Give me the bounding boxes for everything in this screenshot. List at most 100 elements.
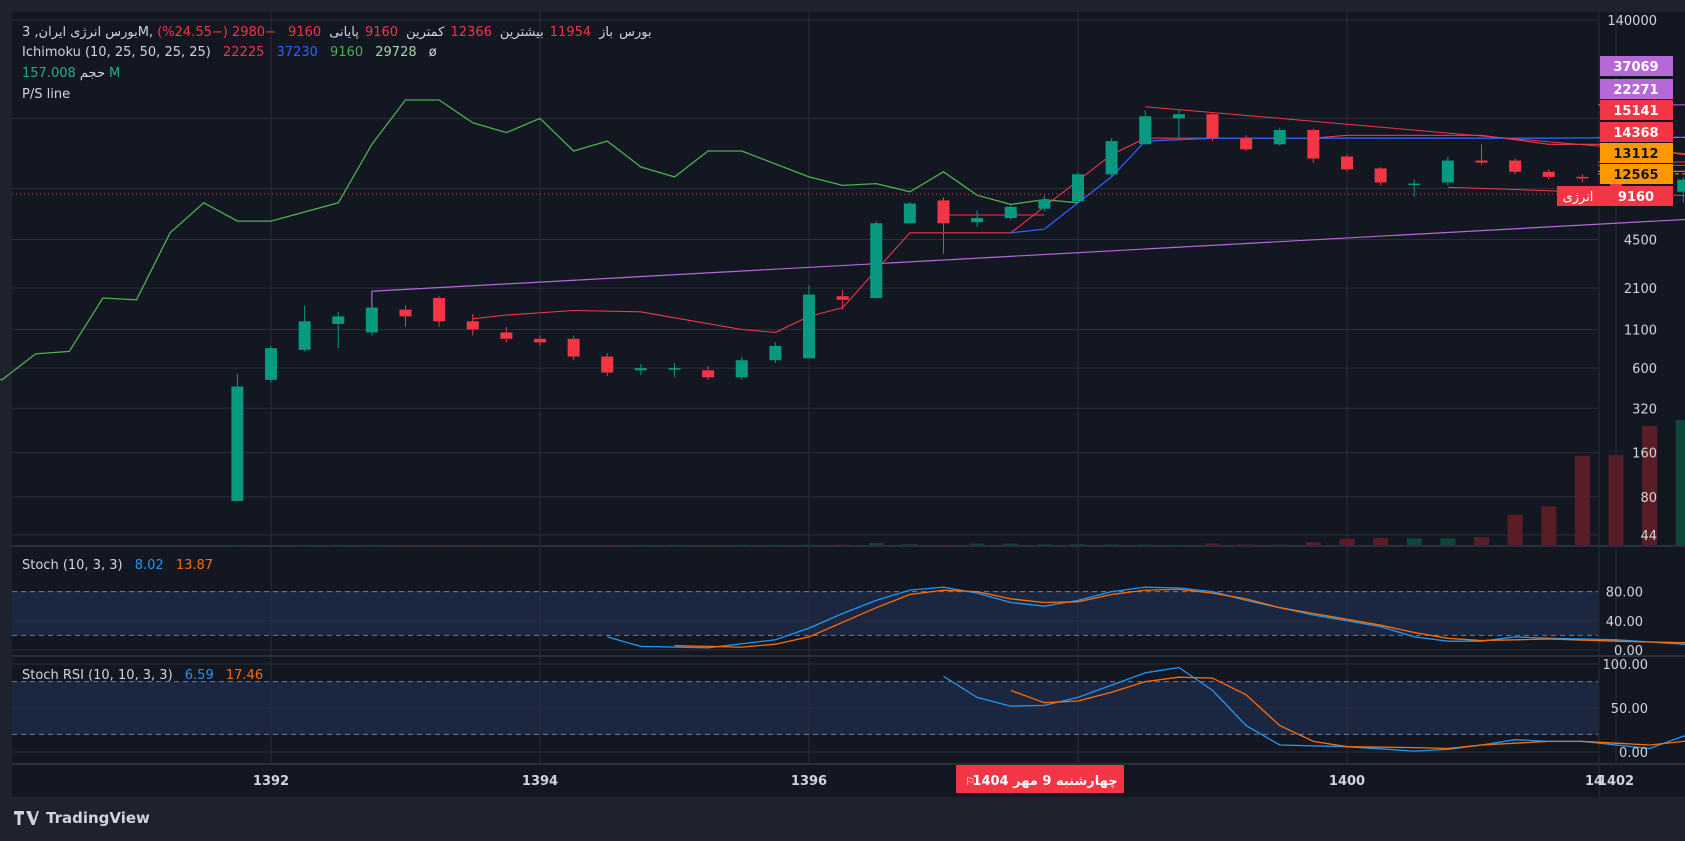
volume-bar [801,544,817,546]
volume-bar [229,544,245,546]
price-tag[interactable] [1600,100,1673,120]
candle-body [769,345,782,361]
ichimoku-extra: ø [428,45,437,60]
stoch-axis-label: 80.00 [1606,586,1643,601]
stoch-axis-label: 0.00 [1614,644,1643,659]
volume-bar [1205,543,1220,545]
volume-bar [902,544,918,545]
time-axis-area[interactable] [12,765,1598,797]
symbol-name[interactable]: بورس انرژی ایران, 3M, بورس [22,25,652,40]
candle-body [1038,199,1051,209]
legend-stoch-rsi[interactable]: Stoch RSI (10, 10, 3, 3) 6.59 17.46 [22,668,271,683]
candle-body [668,368,681,370]
candle-body [1374,168,1387,183]
ichimoku-value-1: 22225 [223,45,265,60]
price-axis-label: 600 [1632,362,1657,377]
price-tag[interactable] [1600,56,1673,76]
volume-bar [868,543,884,545]
volume-bar [1541,506,1557,545]
brand-text: TradingView [46,809,150,827]
candle-body [567,338,580,357]
candle-body [1139,116,1152,145]
stochrsi-label: Stoch RSI (10, 10, 3, 3) [22,668,173,683]
candle-body [601,356,614,373]
volume-value: 157.008M [22,66,121,81]
volume-bar [364,544,380,546]
legend-ichimoku[interactable]: Ichimoku (10, 25, 50, 25, 25) 22225 3723… [22,45,445,60]
volume-bar [667,544,682,546]
volume-label: حجم [79,66,105,81]
volume-bar [599,544,615,546]
price-tag[interactable] [1600,79,1673,99]
price-axis-label: 140000 [1607,14,1657,29]
volume-bar [700,544,716,546]
candle-body [1172,114,1185,119]
stoch-rsi-axis-label: 0.00 [1619,746,1648,761]
candle-body [298,321,311,350]
volume-bar [1440,538,1456,545]
legend-volume[interactable]: حجم 157.008M [22,66,128,81]
candle-body [1509,160,1522,172]
candle-body [1273,130,1286,145]
time-axis-label: 1396 [791,774,827,789]
ps-trendline[interactable] [371,172,1685,292]
candle-body [466,321,479,330]
price-tag[interactable] [1600,122,1673,142]
ichimoku-value-3: 9160 [330,45,364,60]
volume-bar [1474,537,1489,545]
candle-body [1105,141,1118,175]
price-tag[interactable] [1600,164,1673,184]
time-axis-label: 1394 [522,774,558,789]
price-axis-label: 1100 [1624,323,1657,338]
volume-bar [532,544,548,546]
volume-bar [330,544,346,546]
price-axis-area[interactable] [1600,12,1685,797]
candle-body [534,338,546,343]
price-axis-label: 4500 [1624,234,1657,249]
legend-stoch[interactable]: Stoch (10, 3, 3) 8.02 13.87 [22,558,221,573]
volume-bar [1171,544,1187,546]
candle-body [803,294,815,359]
price-tag[interactable] [1600,143,1673,163]
volume-bar [1507,514,1523,545]
ichimoku-label: Ichimoku (10, 25, 50, 25, 25) [22,45,211,60]
volume-bar [1238,544,1254,546]
stochrsi-k-value: 6.59 [184,668,214,683]
current-price-tag[interactable] [1600,186,1673,206]
high-label: بیشترین [499,25,544,40]
volume-bar [1339,538,1355,545]
volume-bar [835,544,851,546]
stoch-rsi-k-line [943,666,1685,752]
candle-body [1408,183,1421,186]
legend-ps-line[interactable]: P/S line [22,87,78,102]
price-axis-label: 44 [1640,529,1657,544]
tradingview-logo[interactable]: TradingView [14,809,150,827]
volume-bar [633,544,649,546]
low-label: کمترین [406,25,445,40]
stoch-d-line [674,588,1685,648]
time-axis-label: 14 [1585,774,1603,789]
price-pane[interactable] [12,12,1598,545]
volume-bar [431,544,447,546]
crosshair-date-tag[interactable] [956,765,1124,793]
candle-body [265,348,277,380]
candle-body [836,296,849,300]
price-axis-label: 160 [1632,447,1657,462]
volume-bar [969,543,985,545]
candle-body [332,316,345,324]
volume-bar [1574,455,1590,545]
price-axis-label: 320 [1632,402,1657,417]
volume-bar [1070,544,1086,546]
stoch-label: Stoch (10, 3, 3) [22,558,123,573]
volume-bar [1272,544,1288,546]
stoch-k-value: 8.02 [134,558,164,573]
volume-bar [1675,420,1685,545]
wedge-lower-line[interactable] [1447,186,1685,209]
low-value: 9160 [364,25,399,40]
symbol-name-tag[interactable] [1557,186,1600,206]
close-value: 9160 [288,25,322,40]
candle-body [903,203,916,224]
candle-body [231,386,244,501]
stochrsi-d-value: 17.46 [225,668,264,683]
